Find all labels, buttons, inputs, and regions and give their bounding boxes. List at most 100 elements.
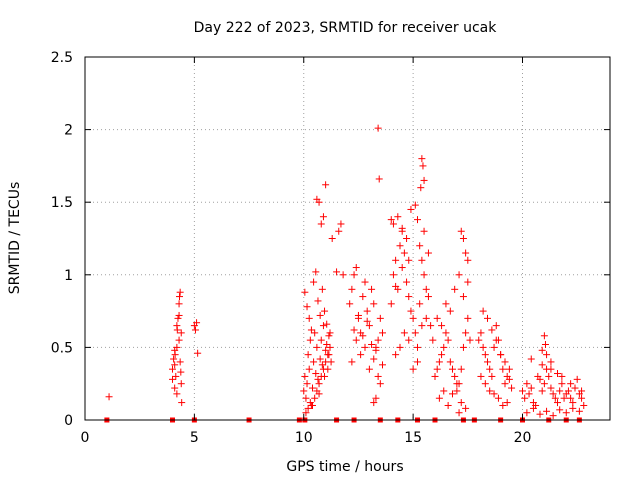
data-point [357,351,365,359]
data-point [536,410,544,418]
data-point [486,387,494,395]
data-point [310,278,318,286]
data-point [368,285,376,293]
data-point [318,285,326,293]
data-point [486,365,494,373]
data-point [317,220,325,228]
data-point [538,387,546,395]
data-points [104,124,588,423]
data-point [501,380,509,388]
data-point [541,340,549,348]
data-point [429,336,437,344]
data-point [310,358,318,366]
data-point [176,293,183,301]
data-point [453,380,461,388]
data-point [339,271,347,279]
data-point [556,387,564,395]
data-point [177,380,185,388]
data-point [435,358,443,366]
data-point [519,387,526,395]
data-point [492,322,500,330]
data-point [527,355,535,363]
data-point [372,346,380,354]
data-point [538,346,546,354]
data-point [459,235,467,242]
data-point [302,409,310,417]
data-point [191,326,199,334]
data-point [375,175,383,183]
data-point [540,332,548,340]
data-point [462,249,470,257]
data-point [309,384,316,392]
data-point [326,343,334,351]
data-point [477,372,485,380]
data-point [400,329,408,337]
grid-lines [85,57,610,420]
data-point [521,394,529,402]
data-point [405,336,413,344]
data-point [540,380,548,388]
data-point [325,332,333,340]
data-point [551,394,559,402]
data-point [387,216,395,224]
data-point [354,311,362,319]
data-point [414,216,421,224]
data-point [403,235,411,242]
data-point [438,351,446,359]
data-point [505,375,513,383]
y-axis-label: SRMTID / TECUs [7,182,23,295]
data-point [543,407,551,415]
data-point [464,256,472,264]
data-point [387,300,395,308]
x-axis-label: GPS time / hours [286,459,403,475]
y-tick-label: 2.5 [51,50,73,66]
data-point [316,311,324,319]
data-point [431,372,439,380]
data-point [176,358,184,366]
data-point [302,394,310,402]
data-point [484,358,491,366]
x-axis-ticks: 0 5 10 15 20 [81,57,531,446]
data-point [194,349,202,357]
data-point [560,394,568,402]
data-point [376,380,384,388]
data-point [407,307,415,315]
data-point [501,358,509,366]
data-point [411,329,419,337]
x-tick-label: 15 [404,430,422,446]
data-point [440,343,448,351]
data-point [433,314,441,322]
data-point [433,365,441,373]
y-tick-label: 0 [64,413,73,429]
data-point [176,288,184,296]
data-point [175,311,183,319]
data-point [335,227,343,235]
data-point [457,227,465,235]
data-point [575,407,583,415]
data-point [173,322,181,330]
x-tick-label: 10 [295,430,313,446]
data-point [171,384,179,392]
x-tick-label: 0 [81,430,90,446]
data-point [488,372,496,380]
data-point [305,314,313,322]
data-point [317,336,325,344]
data-point [562,409,570,417]
data-point [403,278,411,286]
data-point [173,390,181,398]
data-point [171,346,179,354]
data-point [363,307,371,315]
data-point [505,365,513,373]
data-point [361,278,369,286]
data-point [455,409,463,417]
data-point [170,355,178,363]
data-point [543,351,551,359]
data-point [392,256,400,264]
data-point [578,394,586,402]
data-point [359,293,367,301]
data-point [411,201,419,209]
data-point [175,300,183,308]
data-point [420,176,428,184]
data-point [315,198,323,206]
chart-title: Day 222 of 2023, SRMTID for receiver uca… [194,20,498,36]
